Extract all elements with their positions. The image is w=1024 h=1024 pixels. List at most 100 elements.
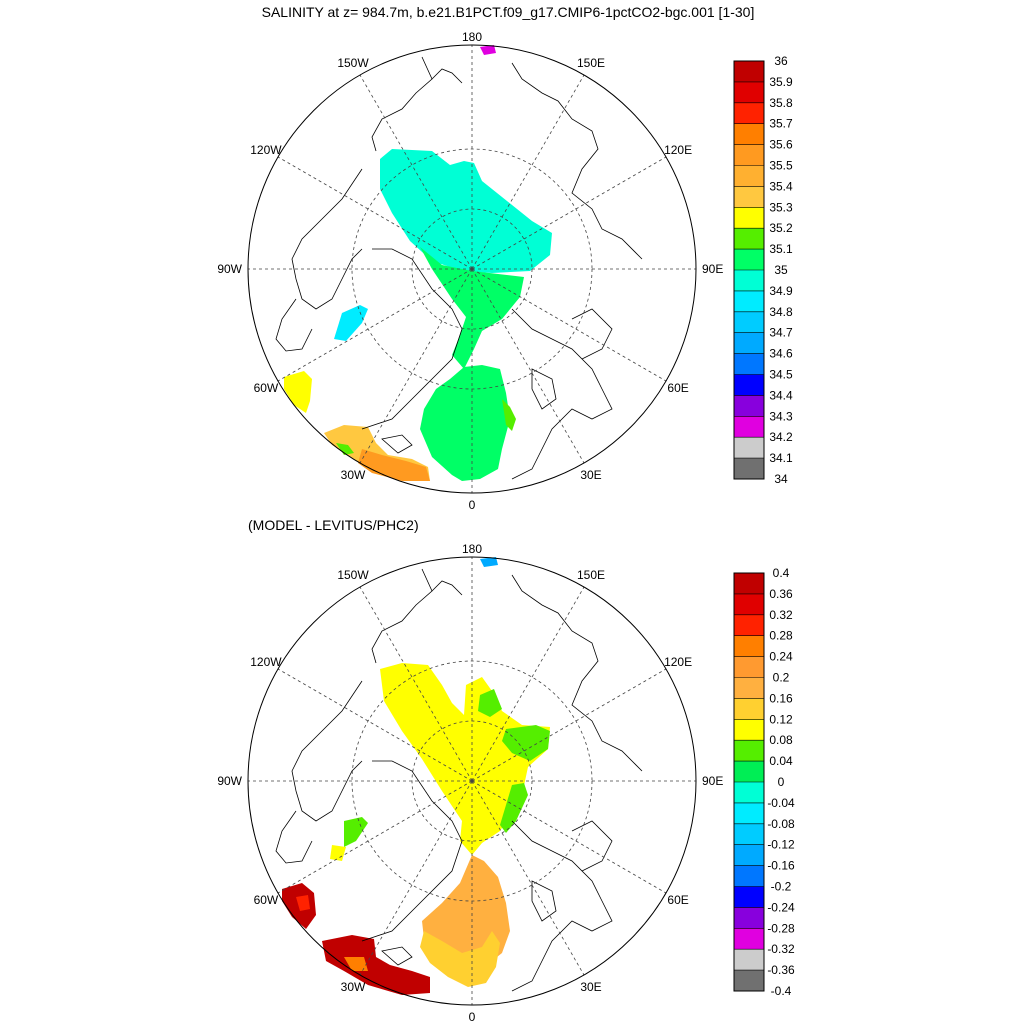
colorbar-label-14: 34.6 (769, 347, 793, 361)
colorbar-label-14: -0.16 (767, 859, 795, 873)
colorbar-swatch-3 (734, 635, 764, 657)
colorbar-swatch-18 (734, 949, 764, 971)
colorbar-swatch-6 (734, 698, 764, 720)
panel1-title: SALINITY at z= 984.7m, b.e21.B1PCT.f09_g… (262, 4, 755, 20)
coastline-8 (531, 368, 557, 410)
longitude-label-11: 150W (337, 56, 369, 70)
panel1-map: 180 150E 120E 90E 60E 30E 0 30W 60W 90W 120W 150W (217, 30, 723, 512)
colorbar-swatch-19 (734, 970, 764, 992)
region-3 (502, 399, 516, 431)
colorbar-label-8: 0.08 (769, 733, 793, 747)
colorbar-swatch-18 (734, 437, 764, 459)
longitude-label-10: 120W (250, 143, 282, 157)
colorbar-swatch-4 (734, 656, 764, 678)
coastline-9 (381, 434, 413, 454)
region-4 (334, 305, 368, 341)
longitude-label-3: 90E (702, 774, 723, 788)
coastline-4 (275, 810, 313, 864)
colorbar-swatch-1 (734, 81, 764, 104)
colorbar-frame (733, 60, 765, 480)
colorbar-label-10: 35 (774, 263, 788, 277)
colorbar-swatch-16 (734, 395, 764, 417)
region-0 (380, 663, 550, 855)
region-7 (330, 845, 346, 861)
colorbar-label-11: 34.9 (769, 284, 793, 298)
longitude-label-1: 150E (577, 56, 605, 70)
colorbar-label-0: 0.4 (773, 566, 790, 580)
coastline-2 (511, 574, 643, 772)
coastline-1 (431, 68, 463, 84)
longitude-label-9: 90W (217, 774, 242, 788)
longitude-label-7: 30W (341, 468, 366, 482)
coastline-5 (361, 760, 463, 942)
colorbar-label-8: 35.2 (769, 221, 793, 235)
coastline-5 (361, 248, 463, 430)
map-border (247, 44, 697, 494)
panel2-map: 180 150E 120E 90E 60E 30E 0 30W 60W 90W 120W 150W (217, 542, 723, 1024)
colorbar-label-17: -0.28 (767, 921, 795, 935)
colorbar-swatch-3 (734, 123, 764, 145)
colorbar-swatch-9 (734, 761, 764, 783)
longitude-label-8: 60W (254, 381, 279, 395)
meridian-1 (471, 586, 585, 782)
colorbar-label-15: -0.2 (771, 880, 792, 894)
colorbar-swatch-15 (734, 374, 764, 396)
colorbar-swatch-7 (734, 719, 764, 741)
meridian-11 (359, 586, 473, 782)
colorbar-label-20: 34 (774, 472, 788, 486)
region-5 (420, 931, 500, 987)
coastline-6 (511, 820, 613, 992)
meridian-10 (277, 668, 473, 782)
meridian-4 (471, 780, 667, 894)
meridian-10 (277, 156, 473, 270)
colorbar-swatch-0 (734, 61, 764, 83)
longitude-label-2: 120E (664, 143, 692, 157)
colorbar-swatch-17 (734, 928, 764, 950)
colorbar-label-19: -0.36 (767, 963, 795, 977)
coastline-1 (431, 580, 463, 596)
region-2 (502, 725, 550, 761)
longitude-label-6: 0 (469, 498, 476, 512)
colorbar-label-12: -0.08 (767, 817, 795, 831)
panel2-colorbar: 0.4 0.36 0.32 0.28 0.24 0.2 0.16 0.12 0.08 0.04 0 -… (733, 566, 795, 998)
region-8 (336, 443, 354, 455)
colorbar-swatch-10 (734, 270, 764, 292)
longitude-label-10: 120W (250, 655, 282, 669)
colorbar-label-1: 0.36 (769, 587, 793, 601)
meridian-1 (471, 74, 585, 270)
colorbar-swatch-19 (734, 458, 764, 480)
colorbar-swatch-0 (734, 573, 764, 595)
coastline-3 (291, 680, 363, 822)
colorbar-swatch-5 (734, 165, 764, 187)
map-border (247, 556, 697, 1006)
colorbar-label-18: -0.32 (767, 942, 795, 956)
region-0 (380, 149, 552, 273)
coastline-3 (291, 168, 363, 310)
meridian-8 (277, 268, 473, 382)
longitude-label-4: 60E (667, 381, 688, 395)
colorbar-swatch-12 (734, 823, 764, 845)
longitude-label-3: 90E (702, 262, 723, 276)
colorbar-swatch-10 (734, 782, 764, 804)
colorbar-swatch-2 (734, 614, 764, 636)
meridian-2 (471, 668, 667, 782)
meridian-2 (471, 156, 667, 270)
panel2-title: (MODEL - LEVITUS/PHC2) (248, 517, 419, 533)
coastline-4 (275, 298, 313, 352)
colorbar-label-9: 35.1 (769, 242, 793, 256)
longitude-label-0: 180 (462, 542, 482, 556)
colorbar-label-19: 34.1 (769, 451, 793, 465)
longitude-label-4: 60E (667, 893, 688, 907)
region-11 (344, 957, 368, 971)
colorbar-label-2: 0.32 (769, 608, 793, 622)
region-2 (420, 365, 510, 481)
colorbar-swatch-16 (734, 907, 764, 929)
colorbar-swatch-5 (734, 677, 764, 699)
longitude-label-0: 180 (462, 30, 482, 44)
colorbar-label-7: 35.3 (769, 200, 793, 214)
meridian-4 (471, 268, 667, 382)
colorbar-swatch-15 (734, 886, 764, 908)
colorbar-swatch-4 (734, 144, 764, 166)
colorbar-label-10: 0 (778, 775, 785, 789)
coastline-7 (571, 820, 613, 872)
